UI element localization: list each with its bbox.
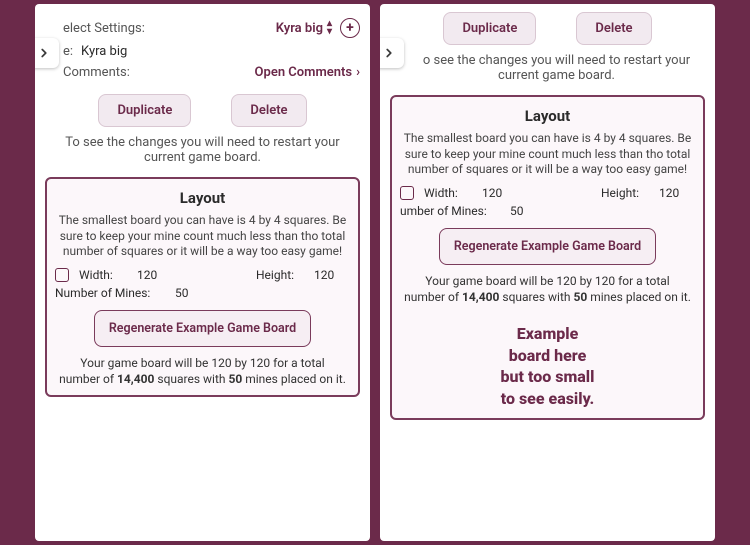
settings-picker[interactable]: Kyra big ▴▾ xyxy=(276,20,332,36)
layout-box: Layout The smallest board you can have i… xyxy=(45,177,360,397)
rotate-icon[interactable] xyxy=(55,268,69,282)
board-summary: Your game board will be 120 by 120 for a… xyxy=(404,273,691,305)
name-label: e: xyxy=(63,44,73,59)
summary-squares: 14,400 xyxy=(117,372,154,386)
summary-mines: 50 xyxy=(573,290,587,304)
delete-button[interactable]: Delete xyxy=(231,94,306,127)
rotate-icon[interactable] xyxy=(400,186,414,200)
chevron-right-icon xyxy=(382,46,396,60)
height-value[interactable]: 120 xyxy=(314,268,350,282)
summary-post: mines placed on it. xyxy=(587,290,691,304)
comments-label: Comments: xyxy=(63,65,130,80)
back-button[interactable] xyxy=(380,38,404,68)
example-board-placeholder: Example board here but too small to see … xyxy=(400,323,695,409)
mines-value[interactable]: 50 xyxy=(175,286,211,300)
layout-box: Layout The smallest board you can have i… xyxy=(390,95,705,420)
select-settings-row: elect Settings: Kyra big ▴▾ + xyxy=(63,18,360,38)
action-buttons: Duplicate Delete xyxy=(390,12,705,45)
example-line-2: board here xyxy=(400,345,695,367)
layout-description: The smallest board you can have is 4 by … xyxy=(400,131,695,178)
height-label: Height: xyxy=(601,186,649,200)
chevron-right-icon: › xyxy=(356,65,360,80)
board-summary: Your game board will be 120 by 120 for a… xyxy=(59,355,346,387)
open-comments-text: Open Comments xyxy=(255,65,353,80)
example-line-1: Example xyxy=(400,323,695,345)
mines-value[interactable]: 50 xyxy=(510,204,546,218)
dimensions-row: Width: 120 Height: 120 xyxy=(55,268,350,282)
open-comments-link[interactable]: Open Comments › xyxy=(255,65,360,80)
chevron-right-icon xyxy=(37,46,51,60)
example-line-4: to see easily. xyxy=(400,388,695,410)
select-settings-label: elect Settings: xyxy=(63,21,145,36)
example-line-3: but too small xyxy=(400,366,695,388)
name-row: e: Kyra big xyxy=(63,44,360,59)
summary-squares: 14,400 xyxy=(462,290,499,304)
regenerate-button[interactable]: Regenerate Example Game Board xyxy=(94,310,311,347)
action-buttons: Duplicate Delete xyxy=(45,94,360,127)
panel-left: elect Settings: Kyra big ▴▾ + e: Kyra bi… xyxy=(35,4,370,541)
summary-post: mines placed on it. xyxy=(242,372,346,386)
height-value[interactable]: 120 xyxy=(659,186,695,200)
width-label: Width: xyxy=(424,186,472,200)
width-value[interactable]: 120 xyxy=(482,186,518,200)
add-settings-button[interactable]: + xyxy=(340,18,360,38)
dimensions-row: Width: 120 Height: 120 xyxy=(400,186,695,200)
summary-mines: 50 xyxy=(228,372,242,386)
panels-container: elect Settings: Kyra big ▴▾ + e: Kyra bi… xyxy=(35,4,715,541)
restart-note: To see the changes you will need to rest… xyxy=(49,135,356,165)
summary-mid: squares with xyxy=(154,372,228,386)
mines-label: Number of Mines: xyxy=(55,286,165,300)
duplicate-button[interactable]: Duplicate xyxy=(443,12,536,45)
updown-icon: ▴▾ xyxy=(327,20,332,36)
layout-title: Layout xyxy=(55,189,350,207)
layout-title: Layout xyxy=(400,107,695,125)
layout-description: The smallest board you can have is 4 by … xyxy=(55,213,350,260)
comments-row: Comments: Open Comments › xyxy=(63,65,360,80)
back-button[interactable] xyxy=(35,38,59,68)
duplicate-button[interactable]: Duplicate xyxy=(98,94,191,127)
mines-row: Number of Mines: 50 xyxy=(55,286,350,300)
regenerate-button[interactable]: Regenerate Example Game Board xyxy=(439,228,656,265)
summary-mid: squares with xyxy=(499,290,573,304)
delete-button[interactable]: Delete xyxy=(576,12,651,45)
mines-row: umber of Mines: 50 xyxy=(400,204,695,218)
width-label: Width: xyxy=(79,268,127,282)
width-value[interactable]: 120 xyxy=(137,268,173,282)
name-value[interactable]: Kyra big xyxy=(81,44,127,59)
panel-right: Duplicate Delete o see the changes you w… xyxy=(380,4,715,541)
restart-note: o see the changes you will need to resta… xyxy=(394,53,701,83)
mines-label: umber of Mines: xyxy=(400,204,500,218)
settings-picker-value: Kyra big xyxy=(276,21,323,36)
height-label: Height: xyxy=(256,268,304,282)
